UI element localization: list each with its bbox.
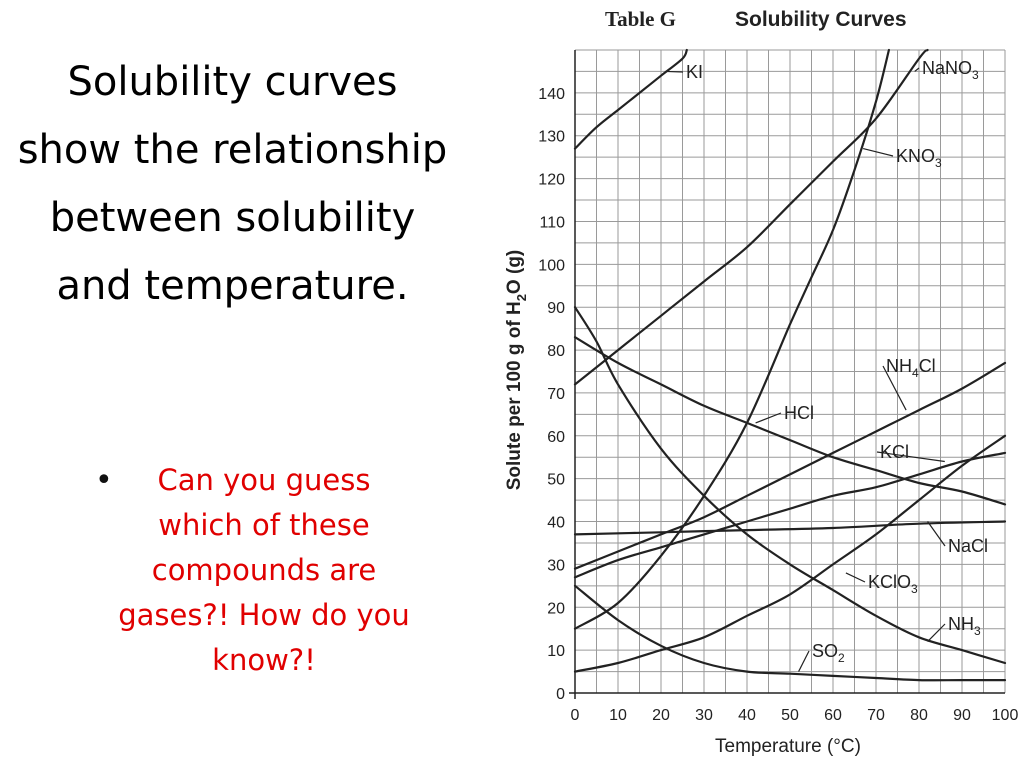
chart-title-prefix: Table G xyxy=(605,7,676,31)
leader-kcl xyxy=(876,451,945,463)
y-tick-label: 20 xyxy=(547,600,565,617)
y-tick-label: 90 xyxy=(547,300,565,317)
leader-ki xyxy=(665,70,684,73)
series-label-so2: SO2 xyxy=(812,641,845,665)
y-tick-label: 0 xyxy=(556,686,565,703)
series-label-kclo3: KClO3 xyxy=(868,572,918,596)
chart-ticks: 0 10 20 30 40 50 60 70 80 90 100 0 10 20 30 40 50 60 70 80 9… xyxy=(538,50,1018,724)
leader-so2 xyxy=(798,650,810,672)
y-tick-label: 30 xyxy=(547,557,565,574)
x-tick-label: 70 xyxy=(867,707,885,724)
y-tick-label: 60 xyxy=(547,429,565,446)
chart-curves xyxy=(573,48,1007,682)
curve-nh4cl xyxy=(573,361,1007,570)
x-axis-label: Temperature (°C) xyxy=(715,736,861,757)
curve-hcl xyxy=(573,336,1007,506)
y-tick-label: 140 xyxy=(538,86,565,103)
y-tick-label: 110 xyxy=(539,214,565,231)
curve-kclo3 xyxy=(573,434,1007,673)
x-tick-label: 30 xyxy=(695,707,713,724)
series-label-nh4cl: NH4Cl xyxy=(886,356,936,380)
bullet-text: Can you guess which of these compounds a… xyxy=(118,463,410,677)
y-tick-label: 120 xyxy=(538,172,565,189)
curve-nano3 xyxy=(573,48,929,386)
x-tick-label: 0 xyxy=(571,707,580,724)
leader-kno3 xyxy=(862,148,894,157)
leader-hcl xyxy=(755,412,782,424)
x-tick-label: 90 xyxy=(953,707,971,724)
x-tick-label: 100 xyxy=(992,707,1019,724)
bullet-point: • Can you guess which of these compounds… xyxy=(95,458,415,683)
curve-kno3 xyxy=(573,48,890,630)
curve-ki xyxy=(573,48,688,150)
curve-nh3 xyxy=(573,306,1007,665)
series-label-kcl: KCl xyxy=(880,442,909,462)
x-tick-label: 50 xyxy=(781,707,799,724)
series-label-ki: KI xyxy=(686,62,703,82)
series-label-kno3: KNO3 xyxy=(896,146,942,170)
y-tick-label: 70 xyxy=(547,386,565,403)
y-tick-label: 50 xyxy=(547,472,565,489)
chart-title: Solubility Curves xyxy=(735,8,907,31)
leader-nano3 xyxy=(914,67,920,72)
bullet-dot-icon: • xyxy=(95,463,113,498)
y-tick-label: 10 xyxy=(547,643,565,660)
y-tick-label: 100 xyxy=(538,257,565,274)
series-label-nano3: NaNO3 xyxy=(922,58,979,82)
leader-kclo3 xyxy=(845,572,866,583)
y-tick-label: 40 xyxy=(547,515,565,532)
y-axis-label-text: Solute per 100 g of H xyxy=(504,301,525,490)
leader-nh3 xyxy=(927,623,946,642)
x-tick-label: 10 xyxy=(609,707,627,724)
y-axis-label: Solute per 100 g of H2O (g) xyxy=(504,250,529,491)
curve-so2 xyxy=(573,584,1007,682)
curve-nacl xyxy=(573,520,1007,536)
series-label-nacl: NaCl xyxy=(948,536,988,556)
x-tick-label: 40 xyxy=(738,707,756,724)
leader-nacl xyxy=(927,521,946,547)
curve-kcl xyxy=(573,451,1007,579)
y-tick-label: 80 xyxy=(547,343,565,360)
series-label-nh3: NH3 xyxy=(948,614,981,638)
x-tick-label: 80 xyxy=(910,707,928,724)
series-label-hcl: HCl xyxy=(784,403,814,423)
x-tick-label: 20 xyxy=(652,707,670,724)
leader-nh4cl xyxy=(882,365,907,411)
chart-series-labels: KI NaNO3 KNO3 NH4Cl HCl KCl NaCl KClO3 NH3 SO2 xyxy=(665,58,988,672)
slide-title: Solubility curves show the relationship … xyxy=(17,59,448,309)
x-tick-label: 60 xyxy=(824,707,842,724)
y-tick-label: 130 xyxy=(538,129,565,146)
chart-grid xyxy=(574,49,1006,694)
